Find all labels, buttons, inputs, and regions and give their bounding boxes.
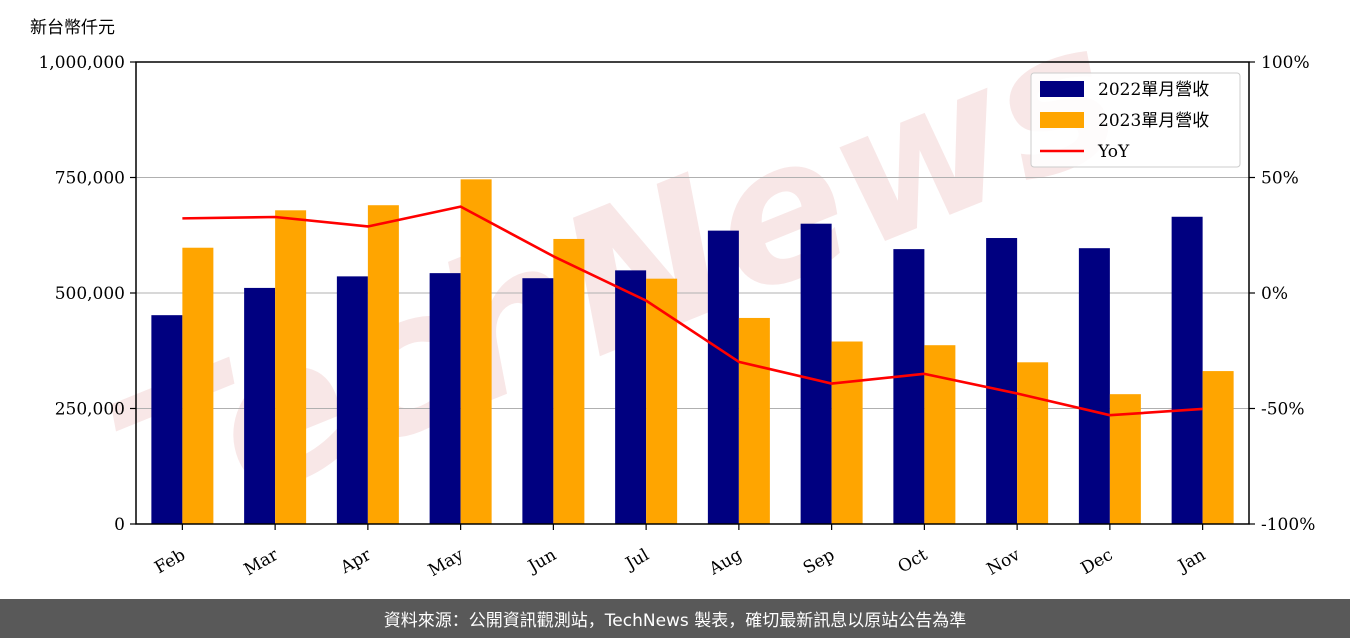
bar-2022-apr — [336, 276, 368, 524]
bar-2023-aug — [738, 317, 770, 524]
bar-2023-apr — [367, 205, 399, 524]
bar-2023-oct — [924, 345, 956, 524]
y-left-tick-label-1: 250,000 — [55, 400, 125, 420]
yoy-line-layer — [182, 205, 1203, 417]
bar-2023-jan — [1202, 371, 1234, 524]
bar-2022-aug — [707, 230, 739, 524]
x-tick-label-jun: Jun — [523, 545, 560, 578]
unit-label: 新台幣仟元 — [30, 18, 115, 38]
legend: 2022單月營收 2023單月營收 YoY — [1030, 72, 1241, 168]
bar-2022-jun — [522, 278, 554, 524]
revenue-chart: TechNews 0250,000500,000750,0001,000,000… — [30, 0, 1315, 581]
yoy-line — [182, 205, 1203, 417]
bar-2022-nov — [986, 238, 1018, 524]
x-tick-label-dec: Dec — [1078, 545, 1117, 579]
legend-swatch-0 — [1040, 81, 1084, 97]
footer-source-text: 資料來源：公開資訊觀測站，TechNews 製表，確切最新訊息以原站公告為準 — [383, 611, 967, 631]
bar-2023-sep — [831, 341, 863, 524]
gridlines — [136, 177, 1249, 409]
legend-swatch-1 — [1040, 112, 1084, 128]
x-tick-label-oct: Oct — [895, 545, 931, 578]
x-tick-label-apr: Apr — [336, 545, 375, 579]
y-left-tick-label-0: 0 — [114, 515, 125, 535]
bar-2023-mar — [275, 210, 307, 524]
bar-2022-oct — [893, 249, 925, 525]
y-right-tick-label-4: 100% — [1261, 53, 1310, 73]
footer-source-bar: 資料來源：公開資訊觀測站，TechNews 製表，確切最新訊息以原站公告為準 — [0, 599, 1350, 638]
x-tick-label-may: May — [425, 545, 468, 581]
y-right-tick-label-0: -100% — [1261, 515, 1315, 535]
y-left-tick-label-3: 750,000 — [55, 169, 125, 189]
legend-label-1: 2023單月營收 — [1098, 111, 1209, 131]
bar-2022-feb — [151, 315, 183, 524]
bar-2023-feb — [182, 247, 214, 524]
legend-label-2: YoY — [1097, 142, 1130, 162]
bar-2022-jul — [615, 270, 647, 524]
bar-2023-jun — [553, 238, 585, 525]
x-tick-label-jul: Jul — [621, 545, 653, 575]
x-tick-label-nov: Nov — [984, 545, 1024, 580]
bar-2022-may — [429, 273, 461, 524]
x-tick-label-mar: Mar — [241, 545, 283, 581]
bar-2022-dec — [1078, 248, 1110, 524]
x-tick-label-sep: Sep — [800, 545, 838, 579]
bars — [151, 179, 1234, 525]
bar-2023-nov — [1017, 362, 1049, 524]
bar-2023-jul — [646, 278, 678, 524]
bar-2022-sep — [800, 223, 832, 524]
legend-label-0: 2022單月營收 — [1098, 80, 1209, 100]
y-right-tick-label-1: -50% — [1261, 400, 1305, 420]
bar-2022-mar — [244, 287, 276, 524]
bar-2023-may — [460, 179, 492, 524]
y-right-tick-label-2: 0% — [1261, 284, 1288, 304]
y-right-tick-label-3: 50% — [1261, 169, 1299, 189]
y-left-tick-label-4: 1,000,000 — [38, 53, 125, 73]
x-tick-label-jan: Jan — [1173, 545, 1209, 577]
y-left-tick-label-2: 500,000 — [55, 284, 125, 304]
bar-2022-jan — [1171, 216, 1203, 524]
x-tick-label-aug: Aug — [705, 545, 746, 580]
